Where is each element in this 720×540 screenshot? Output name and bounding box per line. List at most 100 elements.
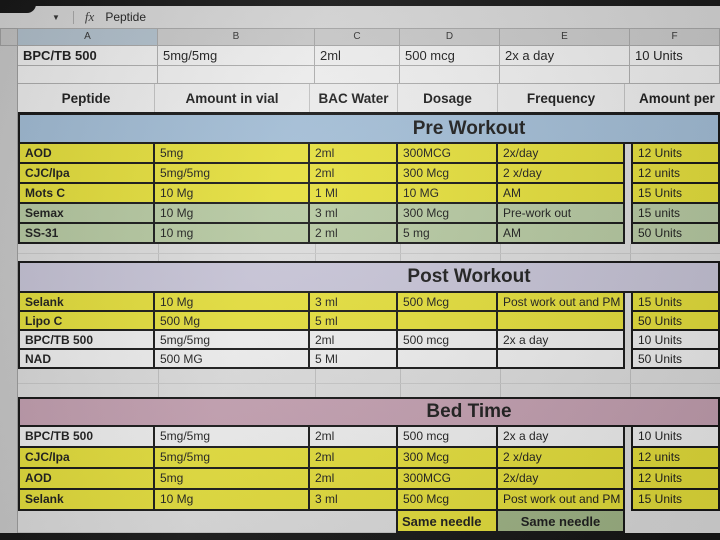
empty-cell[interactable] [500, 66, 630, 84]
cell-dosage[interactable]: 5 mg [396, 222, 498, 244]
cell-amount[interactable]: 5mg/5mg [153, 329, 310, 350]
cell-bac-water[interactable]: 2ml [308, 142, 398, 164]
cell-bac-water[interactable]: 3 ml [308, 291, 398, 312]
cell-peptide[interactable]: AOD [18, 467, 155, 490]
header-bac-water[interactable]: BAC Water [310, 84, 398, 112]
empty-cell[interactable] [315, 66, 400, 84]
empty-cell[interactable] [400, 66, 500, 84]
cell-amount[interactable]: 500 Mg [153, 310, 310, 331]
cell-dosage[interactable]: 500 Mcg [396, 291, 498, 312]
cell-amount[interactable]: 5mg [153, 467, 310, 490]
cell-bac-water[interactable]: 5 ml [308, 310, 398, 331]
cell-frequency[interactable]: 2x/day [496, 142, 625, 164]
empty-cell[interactable] [158, 66, 315, 84]
column-header-b[interactable]: B [158, 28, 315, 46]
cell-units[interactable]: 15 Units [631, 291, 720, 312]
cell-frequency[interactable]: 2x a day [496, 425, 625, 448]
cell-peptide[interactable]: BPC/TB 500 [18, 329, 155, 350]
cell-bac-water[interactable]: 5 Ml [308, 348, 398, 369]
column-header-f[interactable]: F [630, 28, 720, 46]
formula-input[interactable]: Peptide [105, 10, 147, 24]
cell-dosage[interactable] [396, 348, 498, 369]
same-needle-frequency-cell[interactable]: Same needle [496, 509, 625, 533]
cell-units[interactable]: 12 units [631, 162, 720, 184]
cell-dosage[interactable]: 300MCG [396, 142, 498, 164]
cell-e1[interactable]: 2x a day [500, 46, 630, 66]
header-amount-per[interactable]: Amount per [639, 90, 715, 106]
cell-units[interactable]: 15 Units [631, 182, 720, 204]
cell-peptide[interactable]: Selank [18, 488, 155, 511]
cell-dosage[interactable]: 500 mcg [396, 329, 498, 350]
cell-peptide[interactable]: CJC/Ipa [18, 162, 155, 184]
cell-frequency[interactable]: 2 x/day [496, 162, 625, 184]
cell-frequency[interactable]: 2x a day [496, 329, 625, 350]
cell-frequency[interactable]: Pre-work out [496, 202, 625, 224]
cell-frequency[interactable]: 2 x/day [496, 446, 625, 469]
cell-frequency[interactable] [496, 348, 625, 369]
cell-bac-water[interactable]: 2ml [308, 162, 398, 184]
same-needle-dosage-cell[interactable]: Same needle [396, 509, 498, 533]
cell-peptide[interactable]: Selank [18, 291, 155, 312]
cell-frequency[interactable]: 2x/day [496, 467, 625, 490]
cell-b1[interactable]: 5mg/5mg [158, 46, 315, 66]
empty-cell[interactable] [630, 66, 720, 84]
cell-c1[interactable]: 2ml [315, 46, 400, 66]
cell-bac-water[interactable]: 2ml [308, 425, 398, 448]
cell-dosage[interactable]: 300 Mcg [396, 446, 498, 469]
header-frequency[interactable]: Frequency [498, 84, 625, 112]
cell-amount[interactable]: 10 Mg [153, 182, 310, 204]
select-all-corner[interactable] [0, 28, 18, 46]
cell-amount[interactable]: 5mg/5mg [153, 425, 310, 448]
cell-amount[interactable]: 5mg/5mg [153, 446, 310, 469]
cell-units[interactable]: 10 Units [631, 329, 720, 350]
column-header-c[interactable]: C [315, 28, 400, 46]
cell-a1[interactable]: BPC/TB 500 [18, 46, 158, 66]
cell-frequency[interactable]: Post work out and PM [496, 291, 625, 312]
cell-peptide[interactable]: Mots C [18, 182, 155, 204]
cell-peptide[interactable]: AOD [18, 142, 155, 164]
cell-units[interactable]: 15 Units [631, 488, 720, 511]
cell-bac-water[interactable]: 1 Ml [308, 182, 398, 204]
cell-dosage[interactable]: 500 Mcg [396, 488, 498, 511]
cell-frequency[interactable] [496, 310, 625, 331]
cell-units[interactable]: 12 units [631, 446, 720, 469]
column-header-a[interactable]: A [18, 28, 158, 46]
header-dosage[interactable]: Dosage [398, 84, 498, 112]
cell-frequency[interactable]: Post work out and PM [496, 488, 625, 511]
cell-units[interactable]: 10 Units [631, 425, 720, 448]
cell-units[interactable]: 12 Units [631, 467, 720, 490]
cell-dosage[interactable]: 300MCG [396, 467, 498, 490]
cell-amount[interactable]: 500 MG [153, 348, 310, 369]
name-box-dropdown-icon[interactable]: ▼ [52, 12, 60, 22]
cell-peptide[interactable]: SS-31 [18, 222, 155, 244]
cell-units[interactable]: 50 Units [631, 348, 720, 369]
cell-units[interactable]: 50 Units [631, 222, 720, 244]
cell-amount[interactable]: 5mg [153, 142, 310, 164]
cell-peptide[interactable]: NAD [18, 348, 155, 369]
cell-units[interactable]: 50 Units [631, 310, 720, 331]
column-header-d[interactable]: D [400, 28, 500, 46]
cell-amount[interactable]: 10 Mg [153, 488, 310, 511]
cell-dosage[interactable] [396, 310, 498, 331]
cell-f1[interactable]: 10 Units [630, 46, 720, 66]
row-header-gutter[interactable] [0, 46, 18, 533]
cell-peptide[interactable]: Lipo C [18, 310, 155, 331]
cell-dosage[interactable]: 500 mcg [396, 425, 498, 448]
header-peptide[interactable]: Peptide [18, 84, 155, 112]
cell-dosage[interactable]: 10 MG [396, 182, 498, 204]
cell-peptide[interactable]: BPC/TB 500 [18, 425, 155, 448]
cell-bac-water[interactable]: 2ml [308, 446, 398, 469]
cell-d1[interactable]: 500 mcg [400, 46, 500, 66]
cell-units[interactable]: 12 Units [631, 142, 720, 164]
cell-bac-water[interactable]: 3 ml [308, 488, 398, 511]
cell-amount[interactable]: 10 mg [153, 222, 310, 244]
cell-units[interactable]: 15 units [631, 202, 720, 224]
cell-frequency[interactable]: AM [496, 182, 625, 204]
empty-cell[interactable] [18, 66, 158, 84]
section-title-pre-workout[interactable]: Pre Workout [18, 115, 720, 144]
cell-bac-water[interactable]: 2 ml [308, 222, 398, 244]
cell-frequency[interactable]: AM [496, 222, 625, 244]
section-title-bed-time[interactable]: Bed Time [18, 397, 720, 427]
cell-dosage[interactable]: 300 Mcg [396, 202, 498, 224]
cell-amount[interactable]: 10 Mg [153, 291, 310, 312]
